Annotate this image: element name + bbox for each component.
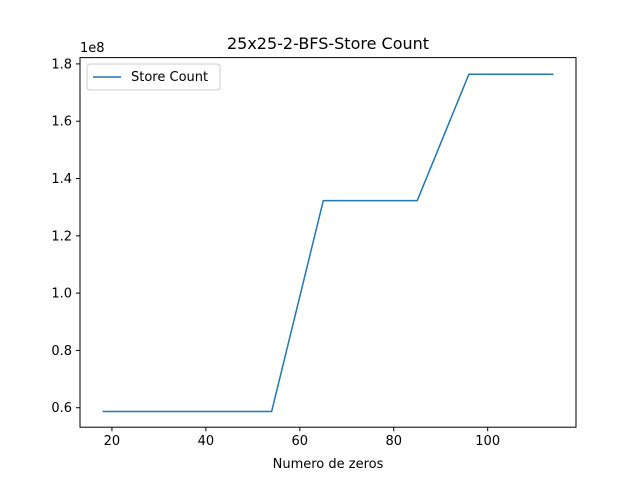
x-tick-label: 40 — [198, 434, 215, 449]
plot-content — [102, 73, 554, 413]
y-tick-label: 1.6 — [51, 115, 72, 130]
y-tick-label: 1.4 — [51, 172, 72, 187]
series-line-0 — [102, 73, 554, 413]
legend-label: Store Count — [131, 70, 208, 85]
legend-box — [86, 63, 221, 91]
x-axis-ticks: 20 40 60 80 100 — [104, 427, 500, 449]
plot-frame — [79, 57, 577, 428]
x-tick-label: 80 — [385, 434, 402, 449]
y-tick-label: 0.8 — [51, 344, 72, 359]
x-tick-label: 60 — [292, 434, 309, 449]
legend: Store Count — [86, 63, 221, 91]
y-tick-label: 1.2 — [51, 229, 72, 244]
chart-title: 25x25-2-BFS-Store Count — [227, 34, 429, 53]
y-tick-label: 1.0 — [51, 287, 72, 302]
y-axis-multiplier: 1e8 — [80, 41, 105, 56]
x-tick-label: 100 — [475, 434, 500, 449]
y-tick-label: 1.8 — [51, 57, 72, 72]
y-tick-label: 0.6 — [51, 401, 72, 416]
x-axis-label: Numero de zeros — [273, 457, 384, 472]
x-tick-label: 20 — [104, 434, 121, 449]
y-axis-ticks: 0.6 0.8 1.0 1.2 1.4 1.6 1.8 — [51, 57, 80, 416]
